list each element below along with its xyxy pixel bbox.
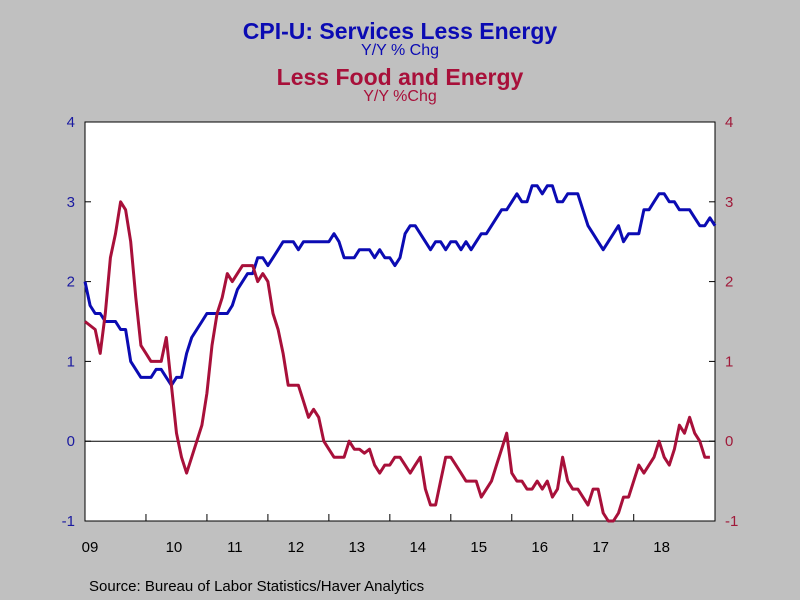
y-left-tick-label: 4	[67, 114, 75, 131]
x-tick-label: 17	[592, 539, 609, 556]
chart-title-2: Less Food and Energy	[276, 64, 524, 90]
y-left-tick-label: 0	[67, 433, 75, 450]
x-tick-label: 10	[166, 539, 183, 556]
y-right-tick-label: 0	[725, 433, 733, 450]
y-left-tick-label: 1	[67, 353, 75, 370]
x-tick-label: 13	[348, 539, 365, 556]
x-tick-label: 12	[288, 539, 305, 556]
chart-subtitle-1: Y/Y % Chg	[361, 42, 439, 59]
x-tick-label: 15	[470, 539, 487, 556]
chart-subtitle-2: Y/Y %Chg	[363, 88, 437, 105]
chart-title-1: CPI-U: Services Less Energy	[242, 18, 558, 44]
series-line-2	[84, 200, 710, 523]
x-tick-label: 18	[653, 539, 670, 556]
y-left-tick-label: 3	[67, 194, 75, 211]
x-tick-label: 14	[409, 539, 426, 556]
x-tick-label: 16	[531, 539, 548, 556]
y-right-tick-label: 3	[725, 194, 733, 211]
x-tick-label: 09	[82, 539, 99, 556]
source-note: Source: Bureau of Labor Statistics/Haver…	[89, 578, 425, 595]
y-left-tick-label: 2	[67, 274, 75, 291]
x-tick-label: 11	[227, 539, 243, 556]
series-lines	[83, 184, 717, 523]
plot-area	[84, 121, 716, 522]
y-right-tick-label: -1	[725, 513, 738, 530]
y-right-tick-label: 4	[725, 114, 733, 131]
y-right-tick-label: 2	[725, 274, 733, 291]
y-left-tick-label: -1	[62, 513, 75, 530]
series-line-1	[83, 184, 717, 387]
y-right-tick-label: 1	[725, 353, 733, 370]
